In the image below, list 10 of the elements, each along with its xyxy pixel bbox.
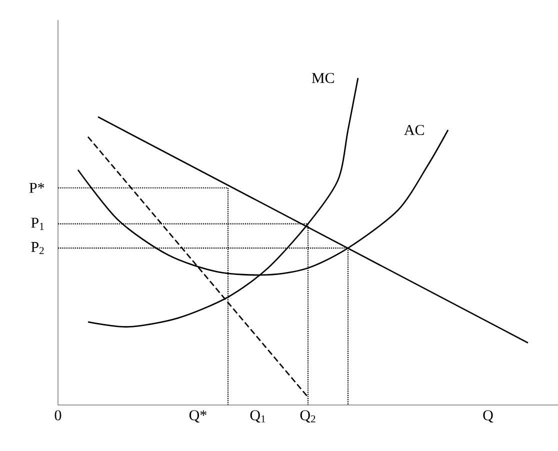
- series-label: MC: [312, 72, 334, 84]
- series-label: AC: [404, 124, 424, 136]
- text: P$_{2}$: [31, 242, 44, 254]
- text: P*: [29, 182, 44, 193]
- x-tick-label: Q: [483, 410, 494, 423]
- x-tick-label: Q$_{1}$: [250, 410, 266, 423]
- x-tick-label: Q*: [189, 410, 206, 423]
- x-tick-label: 0: [54, 410, 62, 420]
- x-tick-label: Q$_{2}$: [300, 410, 316, 423]
- text: P$_{1}$: [31, 218, 44, 230]
